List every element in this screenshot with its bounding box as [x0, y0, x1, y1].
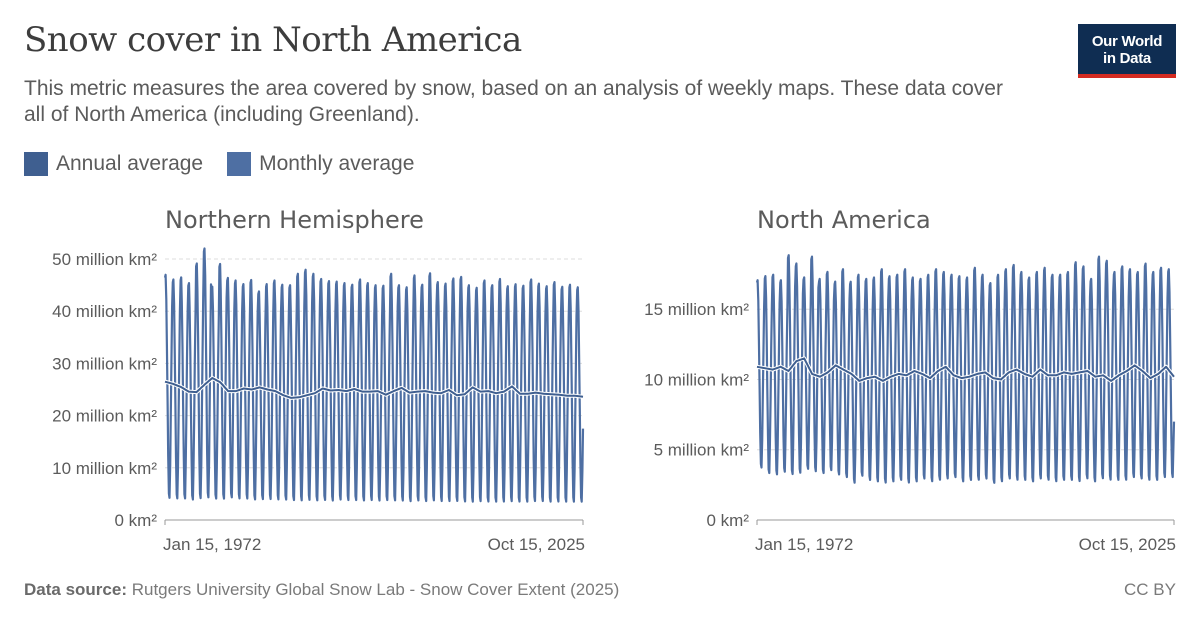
series-annual-average-line[interactable] — [164, 377, 584, 399]
logo-line-2: in Data — [1103, 50, 1151, 67]
series-annual-average-line[interactable] — [756, 357, 1175, 382]
data-source-label: Data source: — [24, 580, 127, 599]
legend-swatch-annual — [24, 152, 48, 176]
panel-title-northern-hemisphere: Northern Hemisphere — [165, 206, 424, 234]
legend-label-annual: Annual average — [56, 152, 204, 175]
footer: Data source: Rutgers University Global S… — [24, 580, 1176, 600]
license-link[interactable]: CC BY — [1124, 580, 1176, 599]
panel-northern-hemisphere: Northern Hemisphere 0 km² 10 million km² 20… — [52, 206, 585, 554]
legend-label-monthly: Monthly average — [259, 152, 415, 175]
chart-subtitle: This metric measures the area covered by… — [24, 77, 1003, 126]
y-tick-label: 10 million km² — [644, 370, 749, 389]
chart-title: Snow cover in North America — [24, 20, 522, 60]
legend: Annual average Monthly average — [24, 152, 414, 176]
y-tick-label: 20 million km² — [52, 407, 157, 426]
y-tick-label: 15 million km² — [644, 300, 749, 319]
panel-north-america: North America 0 km² 5 million km² 10 millio… — [644, 206, 1176, 554]
y-tick-label: 40 million km² — [52, 302, 157, 321]
legend-item-annual-average[interactable]: Annual average — [24, 152, 203, 176]
y-tick-label: 0 km² — [115, 511, 158, 530]
y-tick-label: 50 million km² — [52, 250, 157, 269]
legend-swatch-monthly — [227, 152, 252, 176]
legend-item-monthly-average[interactable]: Monthly average — [227, 152, 414, 176]
y-tick-label: 0 km² — [707, 511, 750, 530]
data-source: Data source: Rutgers University Global S… — [24, 580, 619, 600]
x-tick-label-start: Jan 15, 1972 — [755, 535, 853, 554]
y-tick-label: 5 million km² — [654, 441, 750, 460]
y-tick-label: 30 million km² — [52, 354, 157, 373]
x-tick-label-start: Jan 15, 1972 — [163, 535, 261, 554]
panel-title-north-america: North America — [757, 206, 931, 234]
series-monthly-average-line[interactable] — [755, 254, 1176, 484]
data-source-text[interactable]: Rutgers University Global Snow Lab - Sno… — [131, 580, 620, 599]
logo-line-1: Our World — [1091, 33, 1163, 50]
owid-logo[interactable]: Our World in Data — [1078, 24, 1176, 78]
x-tick-label-end: Oct 15, 2025 — [488, 535, 585, 554]
series-monthly-average-line[interactable] — [163, 247, 585, 503]
y-tick-label: 10 million km² — [52, 459, 157, 478]
x-tick-label-end: Oct 15, 2025 — [1079, 535, 1176, 554]
